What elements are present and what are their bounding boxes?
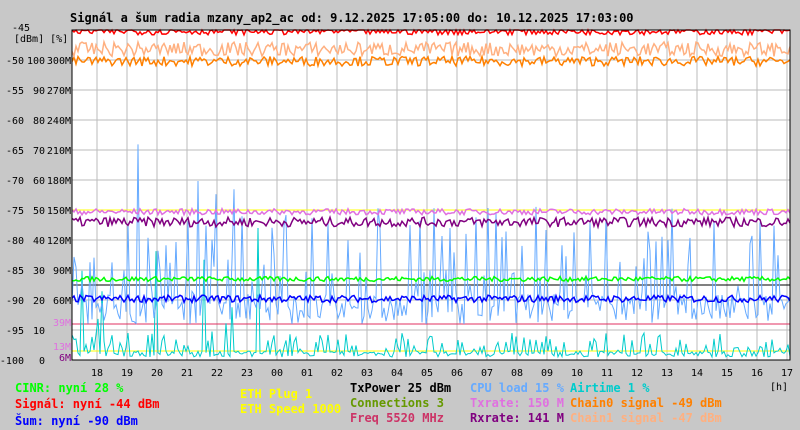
y-tick-dbm: -55	[6, 86, 24, 97]
y-tick-rate: 240M	[47, 116, 71, 127]
legend-txpower: TxPower 25 dBm	[350, 381, 452, 395]
x-tick: 18	[91, 368, 103, 379]
x-tick: 23	[241, 368, 253, 379]
x-tick: 17	[781, 368, 793, 379]
y-tick-rate-extra: 6M	[59, 353, 71, 364]
y-tick-pct: 60	[33, 176, 45, 187]
y-tick-dbm: -60	[6, 116, 24, 127]
series-airtime	[71, 227, 791, 359]
x-tick: 13	[661, 368, 673, 379]
y-tick-rate: 120M	[47, 236, 71, 247]
y-tick-rate: 90M	[53, 266, 71, 277]
y-tick-pct: 10	[33, 326, 45, 337]
series-chain1-signal	[71, 39, 791, 59]
series-cinr	[71, 275, 791, 284]
plot-border	[71, 29, 791, 361]
plot-area	[72, 30, 790, 360]
x-tick: 02	[331, 368, 343, 379]
y-tick-pct: 100	[27, 56, 45, 67]
y-unit-label: [dBm] [%]	[14, 34, 68, 45]
x-tick: 14	[691, 368, 703, 379]
legend-chain1: Chain1 signal -47 dBm	[570, 411, 722, 425]
legend-noise: Šum: nyní -90 dBm	[15, 414, 138, 428]
y-tick-dbm: -45	[12, 23, 30, 34]
x-tick: 10	[571, 368, 583, 379]
y-tick-pct: 50	[33, 206, 45, 217]
x-tick: 01	[301, 368, 313, 379]
y-tick-rate: 60M	[53, 296, 71, 307]
x-tick: 12	[631, 368, 643, 379]
y-tick-dbm: -90	[6, 296, 24, 307]
y-tick-pct: 80	[33, 116, 45, 127]
y-tick-pct: 70	[33, 146, 45, 157]
series-rxrate	[71, 214, 791, 230]
y-tick-pct: 20	[33, 296, 45, 307]
x-tick: 21	[181, 368, 193, 379]
y-tick-rate-extra: 13M	[53, 342, 71, 353]
y-tick-rate: 210M	[47, 146, 71, 157]
legend-cinr: CINR: nyní 28 %	[15, 381, 124, 395]
x-tick: 07	[481, 368, 493, 379]
legend-freq: Freq 5520 MHz	[350, 411, 444, 425]
x-tick: 19	[121, 368, 133, 379]
series-txrate	[71, 206, 791, 217]
legend-eth-speed: ETH Speed 1000	[240, 402, 342, 416]
legend-cpu: CPU load 15 %	[470, 381, 564, 395]
legend-chain0: Chain0 signal -49 dBm	[570, 396, 722, 410]
series--um	[71, 293, 791, 305]
legend-airtime: Airtime 1 %	[570, 381, 650, 395]
x-unit-label: [h]	[770, 382, 788, 393]
y-tick-pct: 40	[33, 236, 45, 247]
y-tick-rate-extra: 39M	[53, 318, 71, 329]
chart-title: Signál a šum radia mzany_ap2_ac od: 9.12…	[70, 11, 634, 26]
x-tick: 11	[601, 368, 613, 379]
legend-signal: Signál: nyní -44 dBm	[15, 397, 160, 411]
legend-eth-plug: ETH Plug 1	[240, 387, 313, 401]
x-tick: 16	[751, 368, 763, 379]
y-tick-dbm: -80	[6, 236, 24, 247]
y-tick-dbm: -75	[6, 206, 24, 217]
x-tick: 09	[541, 368, 553, 379]
y-tick-dbm: -85	[6, 266, 24, 277]
x-tick: 06	[451, 368, 463, 379]
x-tick: 04	[391, 368, 403, 379]
y-tick-dbm: -65	[6, 146, 24, 157]
x-tick: 08	[511, 368, 523, 379]
y-tick-pct: 90	[33, 86, 45, 97]
legend-connections: Connections 3	[350, 396, 444, 410]
y-tick-pct: 30	[33, 266, 45, 277]
y-tick-rate: 150M	[47, 206, 71, 217]
x-tick: 00	[271, 368, 283, 379]
series-cpu-load	[71, 144, 791, 325]
y-tick-dbm: -95	[6, 326, 24, 337]
x-tick: 05	[421, 368, 433, 379]
y-tick-rate: 300M	[47, 56, 71, 67]
y-tick-dbm: -70	[6, 176, 24, 187]
legend-txrate: Txrate: 150 M	[470, 396, 564, 410]
legend-rxrate: Rxrate: 141 M	[470, 411, 564, 425]
x-tick: 03	[361, 368, 373, 379]
y-tick-rate: 270M	[47, 86, 71, 97]
series-chain0-signal	[71, 53, 791, 69]
x-tick: 22	[211, 368, 223, 379]
x-tick: 20	[151, 368, 163, 379]
y-tick-rate: 180M	[47, 176, 71, 187]
y-tick-dbm: -50	[6, 56, 24, 67]
x-tick: 15	[721, 368, 733, 379]
y-tick-pct: 0	[39, 356, 45, 367]
y-tick-dbm: -100	[0, 356, 24, 367]
